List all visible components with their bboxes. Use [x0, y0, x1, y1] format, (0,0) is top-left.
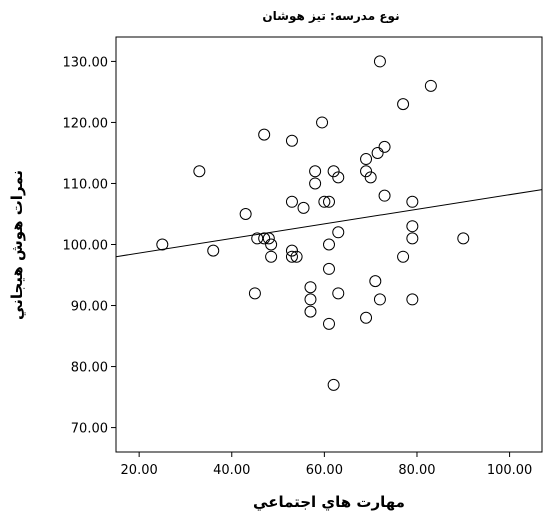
y-tick-label: 90.00	[71, 300, 108, 315]
x-tick-label: 80.00	[398, 463, 435, 478]
x-tick-label: 60.00	[306, 463, 343, 478]
y-tick-label: 80.00	[71, 361, 108, 376]
x-tick-label: 100.00	[487, 463, 533, 478]
y-tick-label: 120.00	[63, 116, 109, 131]
y-axis: 70.00 80.00 90.00 100.00 110.00 120.00 130.00	[63, 55, 117, 436]
y-tick-label: 130.00	[63, 55, 109, 70]
y-tick-label: 70.00	[71, 422, 108, 437]
chart-title: نوع مدرسه: تيز هوشان	[262, 9, 399, 24]
y-tick-label: 110.00	[63, 177, 109, 192]
x-tick-label: 40.00	[213, 463, 250, 478]
x-tick-label: 20.00	[121, 463, 158, 478]
plot-frame	[116, 37, 542, 452]
x-axis-title: مهارت هاي اجتماعي	[253, 493, 405, 512]
y-axis-title: نمرات هوش هيجاني	[8, 170, 26, 320]
x-axis: 20.00 40.00 60.00 80.00 100.00	[121, 452, 533, 478]
y-tick-label: 100.00	[63, 239, 109, 254]
